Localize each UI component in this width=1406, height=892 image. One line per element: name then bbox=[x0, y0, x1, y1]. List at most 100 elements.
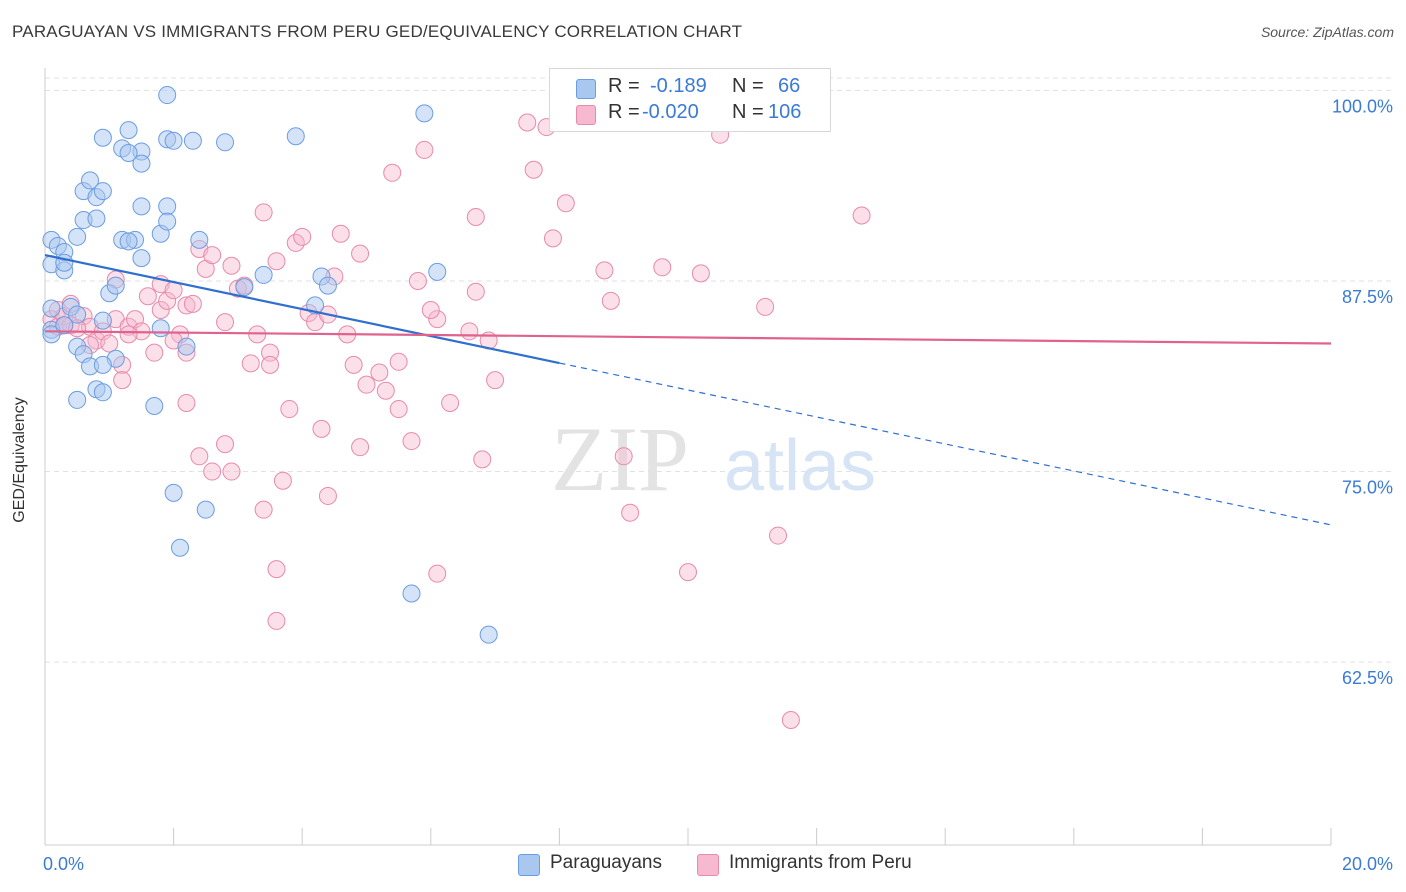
data-point-peru bbox=[267, 560, 286, 579]
data-point-peru bbox=[138, 287, 157, 306]
legend-swatch-blue bbox=[576, 79, 596, 99]
data-point-peru bbox=[254, 500, 273, 519]
data-point-paraguayans bbox=[132, 154, 151, 173]
data-point-peru bbox=[145, 343, 164, 362]
bottom-legend-label: Immigrants from Peru bbox=[729, 852, 912, 873]
data-point-paraguayans bbox=[151, 319, 170, 338]
data-point-paraguayans bbox=[119, 232, 138, 251]
data-point-paraguayans bbox=[216, 133, 235, 152]
data-point-paraguayans bbox=[145, 397, 164, 416]
data-point-peru bbox=[601, 291, 620, 310]
legend-n-value: 66 bbox=[778, 75, 801, 97]
legend-r-label: R = bbox=[608, 101, 640, 123]
data-point-paraguayans bbox=[93, 128, 112, 147]
legend-n-label: N = bbox=[732, 101, 764, 123]
data-point-peru bbox=[473, 450, 492, 469]
data-point-peru bbox=[203, 246, 222, 265]
data-point-peru bbox=[653, 258, 672, 277]
data-point-peru bbox=[222, 256, 241, 275]
data-point-paraguayans bbox=[93, 355, 112, 374]
y-tick-label: 62.5% bbox=[1342, 668, 1393, 688]
data-point-peru bbox=[203, 462, 222, 481]
data-point-peru bbox=[556, 194, 575, 213]
data-point-peru bbox=[254, 203, 273, 222]
source-label: Source: ZipAtlas.com bbox=[1260, 24, 1394, 40]
data-point-paraguayans bbox=[119, 121, 138, 140]
data-point-peru bbox=[428, 564, 447, 583]
data-point-peru bbox=[222, 462, 241, 481]
data-point-paraguayans bbox=[87, 209, 106, 228]
data-point-paraguayans bbox=[93, 311, 112, 330]
series-paraguayans-points bbox=[42, 86, 498, 644]
data-point-paraguayans bbox=[177, 337, 196, 356]
data-point-peru bbox=[691, 264, 710, 283]
data-point-paraguayans bbox=[254, 265, 273, 284]
data-point-peru bbox=[614, 447, 633, 466]
axes bbox=[44, 68, 1332, 846]
data-point-peru bbox=[370, 363, 389, 382]
data-point-paraguayans bbox=[42, 299, 61, 318]
chart-title: PARAGUAYAN VS IMMIGRANTS FROM PERU GED/E… bbox=[12, 22, 743, 41]
data-point-peru bbox=[119, 325, 138, 344]
data-point-peru bbox=[177, 296, 196, 315]
watermark-zip: ZIP bbox=[551, 408, 689, 510]
data-point-peru bbox=[421, 300, 440, 319]
bottom-legend-swatch-pink bbox=[697, 854, 719, 876]
bottom-legend-swatch-blue bbox=[518, 854, 540, 876]
data-point-paraguayans bbox=[93, 182, 112, 201]
data-point-paraguayans bbox=[81, 171, 100, 190]
data-point-paraguayans bbox=[183, 131, 202, 150]
data-point-peru bbox=[267, 252, 286, 271]
data-point-peru bbox=[441, 393, 460, 412]
y-tick-label: 100.0% bbox=[1332, 96, 1393, 116]
data-point-peru bbox=[216, 435, 235, 454]
legend-r-label: R = bbox=[608, 75, 640, 97]
data-point-peru bbox=[621, 503, 640, 522]
data-point-peru bbox=[543, 229, 562, 248]
data-point-peru bbox=[466, 208, 485, 226]
legend-row-peru: R = -0.020 N = 106 bbox=[550, 101, 830, 127]
legend-n-value: 106 bbox=[768, 101, 802, 123]
data-point-peru bbox=[402, 432, 421, 451]
data-point-peru bbox=[769, 526, 788, 545]
data-point-paraguayans bbox=[158, 212, 177, 231]
data-point-paraguayans bbox=[68, 227, 87, 246]
data-point-paraguayans bbox=[68, 390, 87, 409]
data-point-peru bbox=[460, 322, 479, 341]
data-point-paraguayans bbox=[164, 483, 183, 502]
data-point-peru bbox=[408, 272, 427, 291]
data-point-peru bbox=[241, 354, 260, 373]
data-point-paraguayans bbox=[158, 86, 177, 105]
data-point-peru bbox=[177, 393, 196, 412]
data-point-paraguayans bbox=[402, 584, 421, 603]
data-point-peru bbox=[267, 611, 286, 630]
tick-labels: 62.5% 75.0% 87.5% 100.0% 0.0% 20.0% bbox=[43, 96, 1393, 874]
data-point-peru bbox=[113, 371, 132, 390]
data-point-peru bbox=[466, 282, 485, 301]
data-point-paraguayans bbox=[55, 316, 74, 335]
data-point-peru bbox=[293, 227, 312, 246]
data-point-paraguayans bbox=[55, 253, 74, 272]
data-point-peru bbox=[486, 371, 505, 390]
data-point-peru bbox=[216, 313, 235, 332]
data-point-paraguayans bbox=[132, 249, 151, 268]
data-point-paraguayans bbox=[132, 197, 151, 216]
data-point-peru bbox=[376, 381, 395, 400]
data-point-peru bbox=[273, 471, 292, 490]
data-point-peru bbox=[158, 291, 177, 310]
data-point-peru bbox=[756, 297, 775, 316]
trend-line-peru bbox=[44, 330, 1332, 345]
data-point-paraguayans bbox=[286, 127, 305, 146]
data-point-peru bbox=[100, 334, 119, 353]
data-point-peru bbox=[344, 355, 363, 374]
data-point-peru bbox=[852, 206, 871, 225]
data-point-paraguayans bbox=[106, 276, 125, 295]
data-point-peru bbox=[781, 711, 800, 730]
data-point-paraguayans bbox=[68, 305, 87, 324]
legend-r-value: -0.189 bbox=[650, 75, 707, 97]
data-point-peru bbox=[261, 343, 280, 362]
data-point-peru bbox=[190, 447, 209, 466]
data-point-paraguayans bbox=[235, 278, 254, 297]
data-point-paraguayans bbox=[93, 383, 112, 402]
